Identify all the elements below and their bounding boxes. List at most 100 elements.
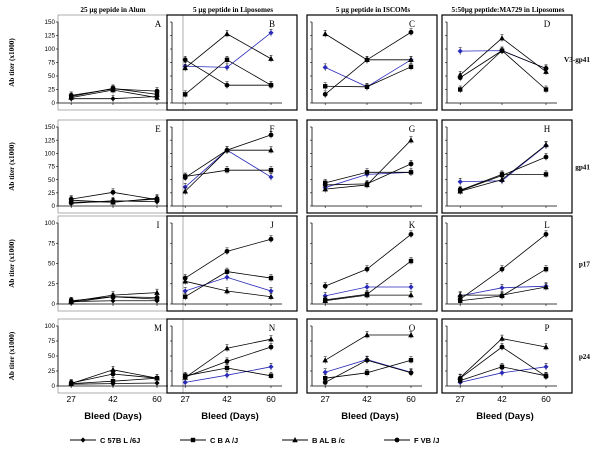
panel-P: P 27 42 60 Bleed (Days): [441, 318, 573, 422]
marker-square: [364, 170, 370, 175]
series-line: [185, 32, 272, 68]
x-tick-label: 60: [541, 394, 551, 404]
x-axis-label: Bleed (Days): [341, 411, 399, 422]
marker-circle: [110, 189, 116, 195]
series-line: [184, 33, 272, 69]
x-tick-label: 42: [108, 394, 118, 404]
marker-circle: [499, 344, 505, 350]
marker-circle: [457, 296, 463, 302]
marker-square: [190, 437, 196, 443]
marker-circle: [68, 299, 74, 305]
marker-diamond: [110, 96, 116, 102]
marker-triangle: [408, 137, 414, 143]
panel-frame: [306, 318, 438, 394]
y-axis-label: Ab titer (x1000): [8, 239, 16, 288]
panel-frame: [306, 14, 438, 111]
marker-square: [364, 370, 370, 375]
panel-M: 0 25 50 75 100 M 27 42 60 Bleed (Days): [44, 318, 184, 422]
panel-B: B: [166, 14, 298, 111]
marker-circle: [68, 196, 74, 202]
marker-triangle: [268, 336, 274, 342]
marker-circle: [408, 370, 414, 376]
marker-circle: [224, 359, 230, 364]
panel-letter: I: [157, 220, 160, 230]
panel-letter: O: [409, 323, 416, 333]
x-tick-label: 27: [66, 394, 76, 404]
marker-triangle: [322, 357, 328, 363]
marker-triangle: [543, 141, 549, 148]
marker-square: [543, 172, 549, 177]
panel-frame: [441, 318, 573, 394]
panel-H: H: [441, 119, 573, 214]
marker-triangle: [224, 345, 230, 351]
marker-diamond: [268, 364, 274, 370]
series-line: [324, 33, 411, 61]
marker-triangle: [182, 64, 188, 71]
marker-diamond: [80, 437, 86, 443]
marker-diamond: [268, 288, 274, 294]
marker-triangle: [268, 293, 274, 299]
panel-frame: [306, 215, 438, 312]
marker-circle: [182, 374, 188, 380]
panel-frame: [166, 318, 298, 394]
marker-triangle: [499, 35, 505, 41]
marker-square: [183, 92, 188, 97]
marker-circle: [322, 283, 328, 289]
y-tick-label: 25: [48, 368, 56, 375]
marker-diamond: [364, 284, 370, 290]
series-line: [325, 59, 412, 88]
panel-J: J: [166, 215, 298, 312]
marker-triangle: [457, 292, 463, 298]
marker-square: [323, 84, 328, 89]
x-tick-label: 42: [222, 394, 232, 404]
marker-triangle: [499, 335, 505, 341]
panel-letter: M: [154, 323, 162, 333]
marker-diamond: [408, 284, 414, 290]
panel-frame: [441, 14, 573, 111]
marker-circle: [543, 154, 549, 160]
panel-frame: [441, 215, 573, 312]
panel-A: 0 25 50 75 100 125 150 A: [44, 14, 184, 111]
panel-K: K: [306, 215, 438, 312]
row-label: gp41: [575, 164, 590, 172]
marker-circle: [68, 380, 74, 386]
panel-letter: D: [544, 19, 551, 29]
marker-circle: [322, 91, 328, 97]
marker-triangle: [364, 332, 370, 338]
y-tick-label: 125: [44, 137, 55, 144]
marker-circle: [154, 295, 160, 300]
column-title: 5 µg peptide in ISCOMs: [336, 6, 411, 14]
series-line: [324, 334, 411, 361]
legend-label: C B A /J: [210, 436, 238, 445]
panel-frame: [166, 215, 298, 312]
marker-triangle: [182, 188, 188, 194]
marker-triangle: [543, 344, 549, 350]
marker-diamond: [224, 274, 230, 280]
marker-circle: [154, 197, 160, 203]
marker-diamond: [499, 285, 505, 291]
marker-circle: [224, 248, 230, 254]
series-line: [460, 50, 547, 69]
y-axis-label: Ab titer (x1000): [8, 331, 16, 380]
marker-square: [408, 258, 414, 264]
marker-diamond: [457, 48, 463, 54]
marker-triangle: [499, 176, 505, 182]
row-label: p24: [579, 353, 591, 361]
marker-circle: [322, 182, 328, 188]
marker-circle: [110, 86, 116, 92]
marker-diamond: [457, 179, 463, 185]
marker-circle: [322, 380, 328, 385]
x-axis-label: Bleed (Days): [84, 411, 142, 422]
marker-diamond: [224, 64, 230, 70]
marker-square: [268, 167, 274, 173]
marker-diamond: [322, 293, 328, 299]
panel-frame: [306, 119, 438, 214]
marker-square: [110, 379, 116, 384]
marker-diamond: [154, 380, 160, 386]
marker-square: [543, 266, 549, 272]
marker-square: [183, 294, 188, 299]
x-tick-label: 27: [180, 394, 190, 404]
marker-circle: [268, 344, 274, 350]
y-tick-label: 0: [51, 301, 55, 308]
